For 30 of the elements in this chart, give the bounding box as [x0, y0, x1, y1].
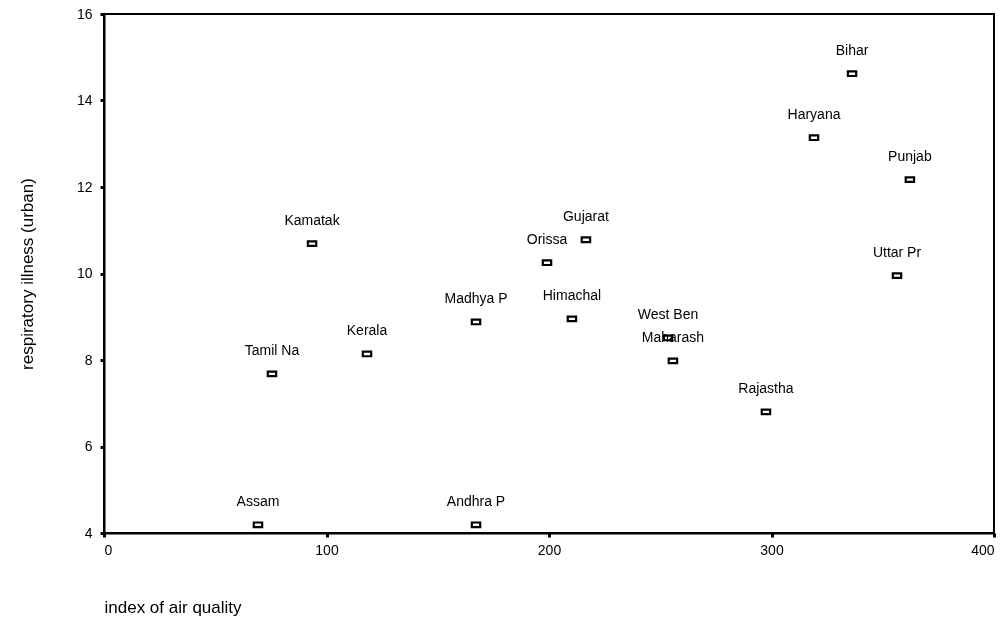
y-tick-label: 14 — [76, 92, 93, 108]
y-axis-title: respiratory illness (urban) — [17, 178, 37, 370]
annotation: Uttar Pr — [872, 243, 922, 260]
annotation: Bihar — [835, 41, 869, 58]
annotation: Madhya P — [444, 289, 508, 306]
annotation: Maharash — [641, 328, 705, 345]
annotation: Andhra P — [446, 492, 506, 509]
x-tick-label: 100 — [315, 541, 339, 558]
annotation: Kerala — [346, 321, 388, 338]
annotation: Kamatak — [284, 211, 341, 228]
annotation: Orissa — [526, 230, 568, 247]
y-tick-label: 6 — [84, 438, 93, 454]
annotation: Haryana — [787, 105, 841, 122]
x-tick-label: 0 — [104, 541, 113, 558]
annotation: Punjab — [888, 147, 932, 164]
y-tick-label: 8 — [84, 351, 93, 368]
annotation: Himachal — [542, 286, 602, 303]
annotation: Assam — [236, 492, 280, 509]
y-tick-label: 12 — [76, 178, 93, 195]
x-tick-label: 200 — [537, 541, 562, 558]
y-tick-label: 10 — [76, 265, 93, 281]
y-tick-label: 4 — [84, 524, 93, 541]
x-axis-title: index of air quality — [104, 597, 243, 617]
x-tick-label: 400 — [971, 541, 995, 558]
y-tick-label: 16 — [76, 5, 93, 22]
annotation: Tamil Na — [244, 341, 300, 358]
x-tick-label: 300 — [760, 541, 784, 558]
annotation: Gujarat — [562, 207, 609, 224]
annotation: Rajastha — [738, 379, 794, 396]
annotation: West Ben — [637, 305, 699, 322]
